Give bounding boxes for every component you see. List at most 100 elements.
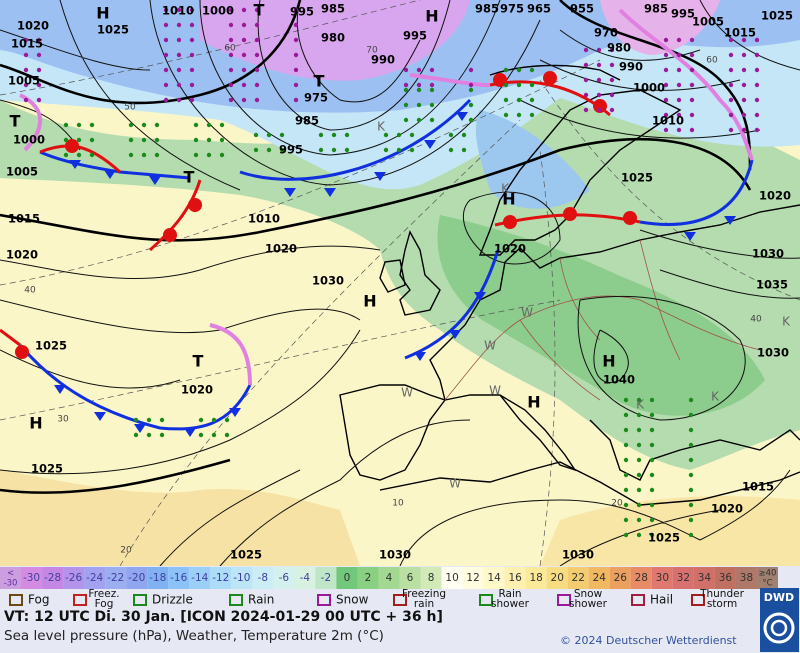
- weather-symbol: [516, 82, 522, 88]
- isobar-label: 1010: [652, 114, 684, 128]
- cold-front: [639, 159, 754, 226]
- weather-symbol: [583, 47, 589, 53]
- weather-symbol: [189, 7, 195, 13]
- weather-symbol: [689, 82, 695, 88]
- legend-icon: [317, 594, 331, 606]
- cold-front: [404, 249, 500, 360]
- cold-front-triangle: [374, 172, 386, 181]
- weather-symbol: [416, 87, 422, 93]
- weather-symbol: [676, 82, 682, 88]
- weather-symbol: [224, 432, 230, 438]
- isobar-label: 990: [619, 60, 643, 74]
- legend-label: Fog: [28, 593, 49, 607]
- weather-symbol: [163, 37, 169, 43]
- warm-front: [39, 144, 122, 174]
- colorbar-cell: [672, 567, 694, 589]
- warm-front-semicircle: [623, 211, 637, 225]
- weather-symbol: [36, 82, 42, 88]
- weather-symbol: [254, 7, 260, 13]
- weather-symbol: [741, 127, 747, 133]
- weather-symbol: [623, 502, 629, 508]
- weather-symbol: [754, 97, 760, 103]
- colorbar-label: -10: [233, 572, 250, 584]
- cold-front-triangle: [104, 170, 116, 179]
- weather-symbol: [331, 147, 337, 153]
- weather-symbol: [403, 82, 409, 88]
- isobar-label: 1030: [562, 548, 594, 562]
- weather-symbol: [663, 67, 669, 73]
- colorbar-cell: [525, 567, 547, 589]
- cold-front-triangle: [684, 232, 696, 241]
- weather-symbol: [676, 37, 682, 43]
- colorbar-label: -12: [212, 572, 229, 584]
- legend-label: rain: [414, 598, 434, 610]
- weather-symbol: [228, 67, 234, 73]
- colorbar-cell: [210, 567, 232, 589]
- weather-symbol: [228, 37, 234, 43]
- weather-symbol: [663, 127, 669, 133]
- weather-symbol: [754, 82, 760, 88]
- weather-symbol: [293, 22, 299, 28]
- weather-symbol: [516, 112, 522, 118]
- cold-area: [600, 0, 720, 55]
- weather-symbol: [609, 62, 615, 68]
- weather-symbol: [636, 412, 642, 418]
- weather-symbol: [176, 22, 182, 28]
- colorbar-label: -6: [279, 572, 290, 584]
- weather-symbol: [189, 22, 195, 28]
- isobar-label: 1015: [742, 480, 774, 494]
- isobar-label: 1025: [761, 9, 793, 23]
- weather-symbol: [23, 82, 29, 88]
- legend-icon: [73, 594, 87, 606]
- parameters: Sea level pressure (hPa), Weather, Tempe…: [4, 628, 384, 644]
- isobar-label: 1020: [494, 242, 526, 256]
- coastline: [478, 89, 682, 256]
- temperature-label: 20: [611, 499, 623, 509]
- cold-front: [239, 98, 472, 181]
- weather-symbol: [293, 67, 299, 73]
- temperature-label: 50: [124, 103, 136, 113]
- weather-symbol: [623, 427, 629, 433]
- logo-swirl: [770, 619, 788, 637]
- temperature-label: 30: [57, 415, 69, 425]
- weather-symbol: [154, 137, 160, 143]
- legend-icon: [631, 594, 645, 606]
- weather-symbol: [176, 82, 182, 88]
- pressure-center: H: [96, 4, 109, 23]
- weather-symbol: [583, 77, 589, 83]
- weather-symbol: [649, 412, 655, 418]
- weather-symbol: [688, 397, 694, 403]
- weather-symbol: [741, 52, 747, 58]
- legend-label: Freezing: [402, 588, 446, 600]
- isobar-label: 1020: [759, 189, 791, 203]
- isobar-bold: [559, 0, 752, 171]
- legend-icon: [229, 594, 243, 606]
- temperature-label: 70: [366, 46, 378, 56]
- weather-symbol: [529, 82, 535, 88]
- colorbar-label: 38: [740, 572, 753, 584]
- colorbar-cell: [756, 567, 778, 589]
- weather-symbol: [583, 92, 589, 98]
- weather-symbol: [254, 67, 260, 73]
- weather-symbol: [676, 67, 682, 73]
- weather-symbol: [754, 127, 760, 133]
- colorbar-cell: [0, 567, 22, 589]
- warm-area: [0, 470, 360, 566]
- colorbar-cell: [273, 567, 295, 589]
- warm-front-semicircle: [163, 228, 177, 242]
- cold-front-triangle: [184, 428, 196, 437]
- legend-icon: [9, 594, 23, 606]
- temperature-label: 40: [24, 286, 36, 296]
- valid-time: VT: 12 UTC Di. 30 Jan. [ICON 2024-01-29 …: [4, 609, 443, 625]
- weather-symbol: [636, 517, 642, 523]
- weather-symbol: [663, 112, 669, 118]
- weather-symbol: [503, 97, 509, 103]
- weather-symbol: [596, 62, 602, 68]
- airmass-label: W: [401, 386, 413, 400]
- weather-symbol: [663, 37, 669, 43]
- legend-icon: [479, 594, 493, 606]
- weather-symbol: [416, 102, 422, 108]
- colorbar-cell: [420, 567, 442, 589]
- legend-label: Rain: [498, 588, 521, 600]
- weather-symbol: [689, 67, 695, 73]
